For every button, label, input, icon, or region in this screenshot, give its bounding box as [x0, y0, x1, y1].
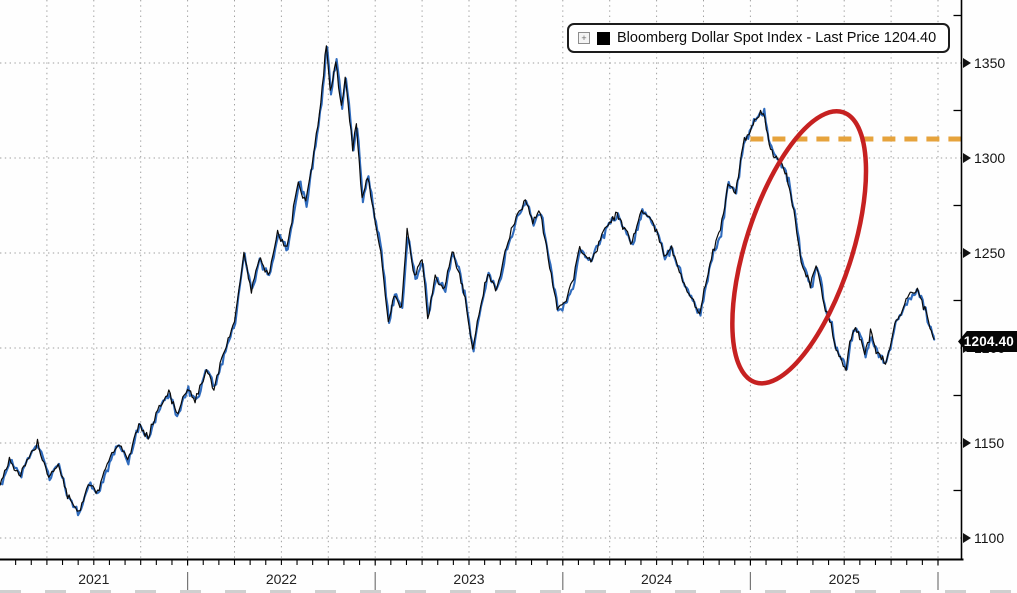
y-axis-tick-label: 1250 — [963, 243, 1005, 263]
expand-icon — [578, 32, 590, 44]
last-price-value: 1204.40 — [963, 334, 1014, 349]
x-axis-year-label: 2022 — [265, 571, 297, 587]
y-axis-tick-label: 1150 — [963, 433, 1004, 453]
legend-label: Bloomberg Dollar Spot Index - Last Price… — [617, 30, 937, 46]
legend[interactable]: Bloomberg Dollar Spot Index - Last Price… — [567, 23, 951, 53]
y-axis-tick-label: 1350 — [963, 53, 1005, 73]
y-axis-tick-label: 1100 — [963, 528, 1004, 548]
x-axis-year-label: 2021 — [78, 571, 110, 587]
tick-arrow-icon — [963, 438, 971, 448]
tick-arrow-icon — [963, 533, 971, 543]
x-axis-year-label: 2023 — [453, 571, 485, 587]
x-axis-year-label: 2025 — [828, 571, 860, 587]
last-price-badge: 1204.40 — [958, 331, 1017, 352]
tick-arrow-icon — [963, 248, 971, 258]
y-axis-tick-label: 1300 — [963, 148, 1005, 168]
x-axis-year-label: 2024 — [641, 571, 673, 587]
tick-arrow-icon — [963, 58, 971, 68]
tick-arrow-icon — [963, 153, 971, 163]
legend-series-swatch-icon — [597, 31, 610, 45]
